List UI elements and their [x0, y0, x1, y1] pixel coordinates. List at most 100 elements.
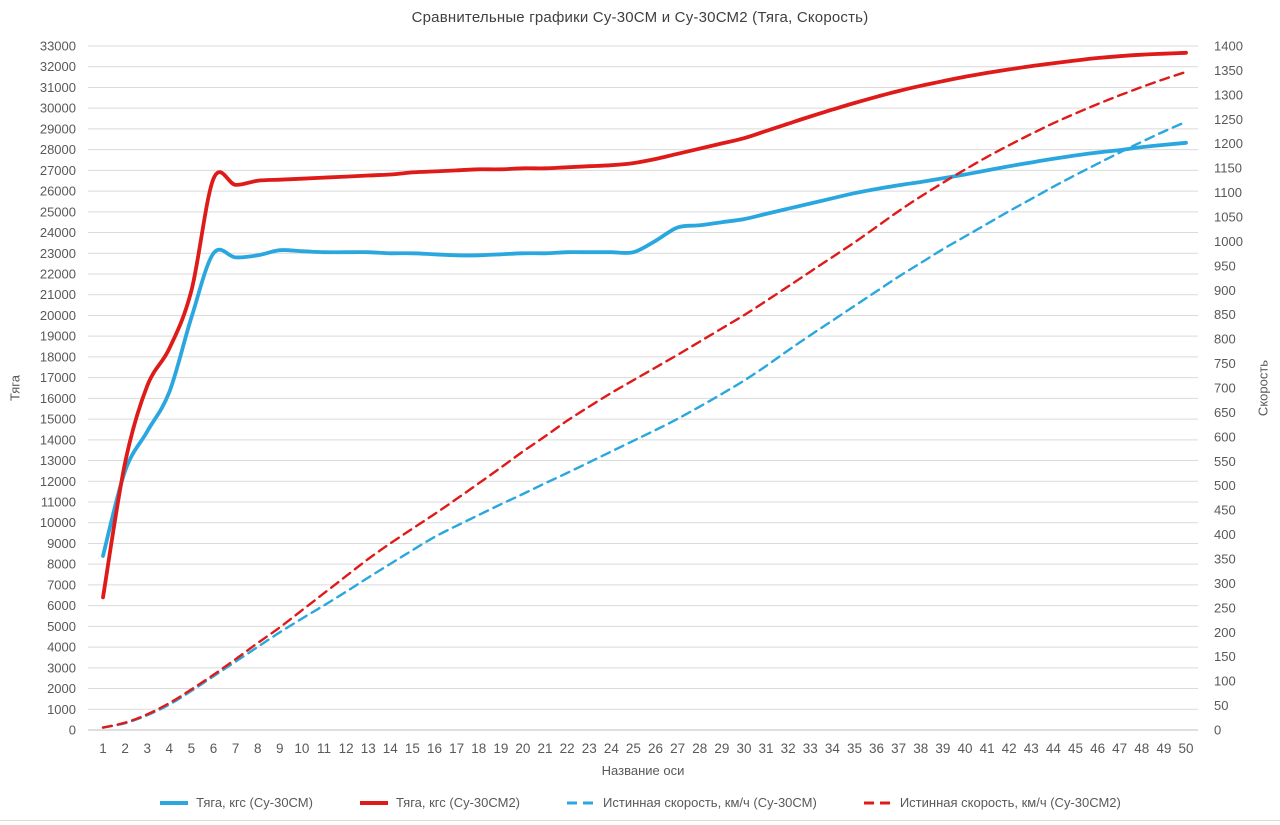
x-tick-label: 20 [515, 741, 530, 756]
y-right-tick-label: 950 [1214, 258, 1236, 273]
x-tick-label: 28 [692, 741, 707, 756]
legend-item-speed-sm2: Истинная скорость, км/ч (Су-30СМ2) [863, 795, 1121, 810]
x-tick-label: 24 [604, 741, 620, 756]
x-tick-label: 41 [980, 741, 995, 756]
x-tick-label: 11 [317, 741, 331, 756]
x-tick-label: 25 [626, 741, 641, 756]
y-left-tick-label: 27000 [40, 163, 76, 178]
y-right-tick-label: 500 [1214, 478, 1236, 493]
y-left-tick-label: 2000 [47, 681, 76, 696]
x-tick-label: 47 [1112, 741, 1127, 756]
y-right-tick-label: 1100 [1214, 185, 1242, 200]
y-right-tick-label: 1200 [1214, 136, 1243, 151]
legend-label: Тяга, кгс (Су-30СМ) [196, 795, 313, 810]
y-left-tick-label: 6000 [47, 598, 76, 613]
x-tick-label: 7 [232, 741, 240, 756]
legend-label: Истинная скорость, км/ч (Су-30СМ) [603, 795, 817, 810]
y-left-tick-label: 17000 [40, 370, 76, 385]
y-left-tick-label: 22000 [40, 267, 76, 282]
x-tick-label: 27 [670, 741, 685, 756]
x-tick-label: 10 [294, 741, 309, 756]
y-left-tick-label: 19000 [40, 329, 76, 344]
y-right-tick-label: 350 [1214, 552, 1236, 567]
y-right-tick-label: 1350 [1214, 63, 1243, 78]
y-right-tick-label: 700 [1214, 381, 1236, 396]
y-left-tick-label: 11000 [41, 495, 76, 510]
x-tick-label: 38 [913, 741, 928, 756]
y-right-tick-label: 600 [1214, 429, 1236, 444]
y-right-tick-label: 1000 [1214, 234, 1243, 249]
x-tick-label: 18 [471, 741, 486, 756]
series-line-2 [101, 120, 1188, 729]
legend-item-thrust-sm: Тяга, кгс (Су-30СМ) [159, 795, 313, 810]
y-right-tick-label: 1050 [1214, 210, 1243, 225]
y-right-tick-label: 300 [1214, 576, 1236, 591]
x-tick-label: 45 [1068, 741, 1083, 756]
bottom-divider [0, 820, 1280, 821]
legend-item-speed-sm: Истинная скорость, км/ч (Су-30СМ) [566, 795, 817, 810]
x-tick-label: 37 [891, 741, 906, 756]
x-tick-label: 1 [99, 741, 107, 756]
x-tick-label: 29 [714, 741, 729, 756]
y-right-tick-label: 400 [1214, 527, 1236, 542]
y-left-tick-label: 32000 [40, 59, 76, 74]
legend-label: Тяга, кгс (Су-30СМ2) [395, 795, 521, 810]
y-left-tick-label: 9000 [47, 536, 76, 551]
y-axis-title-right: Скорость [1255, 359, 1271, 417]
x-tick-label: 26 [648, 741, 663, 756]
x-tick-label: 50 [1178, 741, 1193, 756]
x-tick-label: 9 [276, 741, 284, 756]
y-right-tick-label: 1300 [1214, 87, 1243, 102]
y-left-tick-label: 10000 [40, 515, 76, 530]
x-tick-label: 23 [582, 741, 597, 756]
x-tick-label: 42 [1002, 741, 1017, 756]
x-tick-label: 34 [825, 741, 841, 756]
legend-label: Истинная скорость, км/ч (Су-30СМ2) [899, 795, 1121, 810]
x-tick-label: 44 [1046, 741, 1062, 756]
legend-line-sample-solid-red [359, 800, 388, 805]
y-left-tick-label: 20000 [40, 308, 76, 323]
series-line-3 [101, 70, 1188, 729]
y-left-tick-label: 31000 [40, 80, 76, 95]
y-right-tick-label: 1400 [1214, 39, 1243, 54]
x-tick-label: 12 [339, 741, 354, 756]
x-tick-label: 3 [143, 741, 151, 756]
y-left-tick-label: 3000 [47, 660, 76, 675]
y-left-tick-label: 13000 [40, 453, 76, 468]
x-tick-label: 39 [935, 741, 950, 756]
y-left-tick-label: 25000 [40, 204, 76, 219]
legend-line-sample-dashed-blue [567, 801, 596, 804]
y-left-tick-label: 21000 [40, 287, 76, 302]
y-axis-title-left: Тяга [7, 375, 23, 401]
y-left-tick-label: 29000 [40, 121, 76, 136]
x-tick-label: 22 [560, 741, 575, 756]
series-line-1 [101, 50, 1188, 600]
y-left-tick-label: 4000 [47, 640, 76, 655]
x-tick-label: 43 [1024, 741, 1039, 756]
x-tick-label: 6 [210, 741, 218, 756]
x-axis-title: Название оси [601, 763, 685, 778]
y-left-tick-label: 18000 [40, 349, 76, 364]
x-tick-label: 17 [449, 741, 464, 756]
y-right-tick-label: 100 [1214, 674, 1236, 689]
y-right-tick-label: 50 [1214, 698, 1228, 713]
x-tick-label: 16 [427, 741, 442, 756]
y-left-tick-label: 14000 [40, 432, 76, 447]
y-left-tick-label: 33000 [40, 39, 76, 54]
y-left-tick-label: 1000 [47, 702, 76, 717]
x-tick-label: 2 [121, 741, 129, 756]
x-tick-label: 21 [538, 741, 553, 756]
y-right-tick-label: 1250 [1214, 112, 1243, 127]
y-left-tick-label: 0 [69, 723, 76, 738]
plot-area: 0100020003000400050006000700080009000100… [40, 39, 1243, 757]
y-left-tick-label: 16000 [40, 391, 76, 406]
x-tick-label: 49 [1156, 741, 1171, 756]
x-tick-label: 35 [847, 741, 862, 756]
y-left-tick-label: 30000 [40, 101, 76, 116]
legend: Тяга, кгс (Су-30СМ) Тяга, кгс (Су-30СМ2)… [0, 795, 1280, 810]
y-left-tick-label: 24000 [40, 225, 76, 240]
x-tick-label: 4 [166, 741, 174, 756]
series-line-0 [101, 140, 1188, 558]
legend-item-thrust-sm2: Тяга, кгс (Су-30СМ2) [359, 795, 520, 810]
